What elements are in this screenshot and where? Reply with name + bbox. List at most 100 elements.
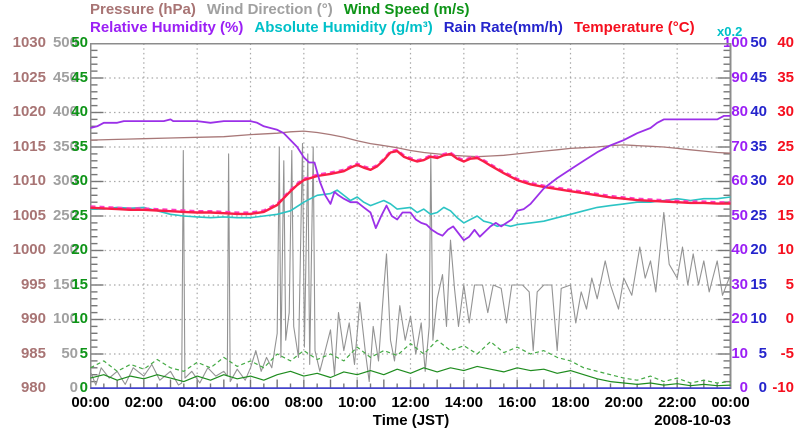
wind-direction-axis-tick: 100	[52, 310, 78, 327]
pressure-axis-tick: 990	[20, 310, 46, 327]
rain-rate-axis-tick: 25	[750, 206, 767, 224]
rain-rate-axis-tick: 5	[758, 344, 767, 362]
temperature-axis-tick: 15	[777, 206, 794, 224]
wind-direction-axis-tick: 400	[52, 103, 78, 120]
legend-item-wind-direction: Wind Direction (°)	[206, 1, 333, 18]
legend-item-absolute-humidity: Absolute Humidity (g/m³)	[254, 19, 433, 36]
wind-speed-axis-tick: 50	[71, 34, 88, 51]
relative-humidity-axis-tick: 40	[731, 241, 748, 258]
rain-rate-axis-tick: 40	[750, 103, 767, 120]
time-axis-tick: 06:00	[231, 394, 270, 411]
pressure-axis-tick: 1015	[12, 137, 46, 155]
temperature-axis-tick: 35	[777, 68, 794, 86]
wind-speed-axis-tick: 10	[71, 310, 88, 327]
wind-speed-axis-tick: 5	[79, 344, 88, 362]
rain-rate-axis-tick: 35	[750, 137, 767, 155]
rain-rate-axis-tick: 10	[750, 310, 767, 327]
wind-speed-axis-tick: 20	[71, 241, 88, 258]
x-axis-title: Time (JST)	[372, 412, 450, 429]
time-axis-tick: 00:00	[711, 394, 750, 411]
relative-humidity-axis-tick: 30	[731, 275, 748, 293]
rain-rate-axis-tick: 45	[750, 68, 767, 86]
date-label: 2008-10-03	[654, 412, 731, 429]
rain-rate-axis-tick: 30	[750, 172, 767, 189]
series-temperature-dashed	[90, 148, 731, 213]
relative-humidity-axis-tick: 80	[731, 103, 748, 120]
temperature-axis-tick: 25	[777, 137, 794, 155]
legend-item-temperature: Temperature (°C)	[573, 19, 695, 36]
time-axis-tick: 14:00	[444, 394, 484, 411]
time-axis-tick: 10:00	[337, 394, 377, 411]
wind-direction-axis-tick: 0	[69, 379, 78, 396]
wind-direction-axis-tick: 450	[52, 68, 78, 86]
wind-speed-axis-tick: 25	[71, 206, 88, 224]
legend-row-2: Relative Humidity (%) Absolute Humidity (…	[90, 20, 706, 36]
relative-humidity-axis-tick: 50	[731, 206, 748, 224]
legend-item-rain-rate: Rain Rate(mm/h)	[443, 19, 563, 36]
plot-area	[90, 43, 732, 389]
rain-rate-axis-tick: 15	[750, 275, 767, 293]
time-axis-tick: 18:00	[551, 394, 590, 411]
absolute-humidity-multiplier-label: x0.2	[717, 24, 743, 39]
time-axis-tick: 00:00	[71, 394, 110, 411]
time-axis-tick: 20:00	[604, 394, 644, 411]
wind-speed-axis-tick: 45	[71, 68, 88, 86]
temperature-axis-tick: 20	[777, 172, 794, 189]
wind-direction-axis-tick: 50	[61, 344, 78, 362]
relative-humidity-axis-tick: 20	[731, 310, 748, 327]
wind-direction-axis-tick: 500	[52, 34, 78, 51]
rain-rate-axis-tick: 20	[750, 241, 767, 258]
time-axis-tick: 08:00	[284, 394, 324, 411]
pressure-axis-tick: 1025	[12, 68, 46, 86]
temperature-axis-tick: -10	[772, 379, 794, 396]
temperature-axis-tick: -5	[780, 344, 794, 362]
temperature-axis-tick: 0	[785, 310, 794, 327]
relative-humidity-axis-tick: 10	[731, 344, 748, 362]
wind-direction-axis-tick: 250	[52, 206, 78, 224]
legend-item-pressure: Pressure (hPa)	[90, 1, 196, 18]
relative-humidity-axis-tick: 60	[731, 172, 748, 189]
relative-humidity-axis-tick: 0	[739, 379, 748, 396]
wind-direction-axis-tick: 300	[52, 172, 78, 189]
temperature-axis-tick: 5	[785, 275, 794, 293]
series-temperature	[90, 149, 731, 216]
pressure-axis-tick: 1000	[12, 241, 46, 258]
wind-direction-axis-tick: 150	[52, 275, 78, 293]
temperature-axis-tick: 30	[777, 103, 794, 120]
wind-speed-axis-tick: 15	[71, 275, 88, 293]
wind-direction-axis-tick: 350	[52, 137, 78, 155]
pressure-axis-tick: 995	[20, 275, 46, 293]
wind-speed-axis-tick: 30	[71, 172, 88, 189]
relative-humidity-axis-tick: 100	[722, 34, 748, 51]
pressure-axis-tick: 1005	[12, 206, 46, 224]
temperature-axis-tick: 10	[777, 241, 794, 258]
series-pressure	[90, 130, 731, 158]
relative-humidity-axis-tick: 90	[731, 68, 748, 86]
wind-speed-axis-tick: 0	[79, 379, 88, 396]
temperature-axis-tick: 40	[777, 34, 794, 51]
time-axis-tick: 04:00	[177, 394, 217, 411]
time-axis-tick: 22:00	[657, 394, 697, 411]
legend-item-wind-speed: Wind Speed (m/s)	[343, 1, 470, 18]
wind-speed-axis-tick: 35	[71, 137, 88, 155]
legend-item-relative-humidity: Relative Humidity (%)	[90, 19, 244, 36]
time-axis-tick: 02:00	[124, 394, 164, 411]
series-wind-speed	[90, 365, 731, 387]
pressure-axis-tick: 1010	[12, 172, 46, 189]
rain-rate-axis-tick: 0	[758, 379, 767, 396]
pressure-axis-tick: 1020	[12, 103, 46, 120]
series-relative-humidity	[90, 115, 731, 242]
pressure-axis-tick: 985	[20, 344, 46, 362]
series-absolute-humidity	[90, 189, 731, 228]
time-axis-tick: 12:00	[391, 394, 430, 411]
pressure-axis-tick: 980	[20, 379, 46, 396]
legend-row-1: Pressure (hPa) Wind Direction (°) Wind Spe…	[90, 2, 480, 18]
pressure-axis-tick: 1030	[12, 34, 46, 51]
relative-humidity-axis-tick: 70	[731, 137, 748, 155]
wind-speed-axis-tick: 40	[71, 103, 88, 120]
wind-direction-axis-tick: 200	[52, 241, 78, 258]
rain-rate-axis-tick: 50	[750, 34, 767, 51]
time-axis-tick: 16:00	[497, 394, 537, 411]
series-wind-speed-gust	[90, 339, 731, 384]
